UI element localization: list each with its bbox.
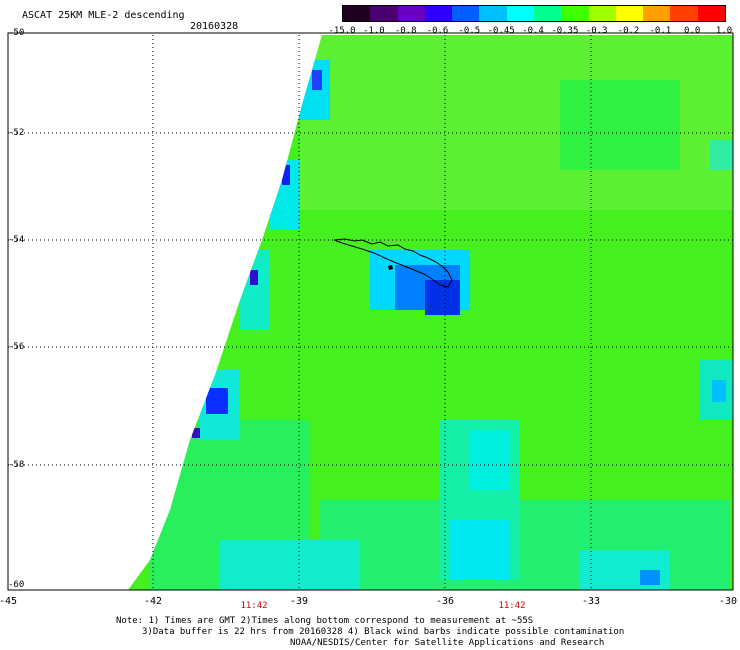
map-date: 20160328	[190, 21, 239, 32]
colorbar-tick-label: -15.0	[328, 26, 356, 36]
lon-label: -42	[143, 596, 163, 607]
lat-label: -56	[8, 342, 25, 352]
note-line-2: 3)Data buffer is 22 hrs from 20160328 4)…	[142, 627, 625, 637]
colorbar-tick-label: -0.3	[585, 26, 608, 36]
colorbar-segment	[615, 6, 644, 21]
map-title: ASCAT 25KM MLE-2 descending	[22, 10, 185, 21]
colorbar-segment	[588, 6, 616, 21]
lat-label: -54	[8, 235, 25, 245]
colorbar-segment	[397, 6, 425, 21]
plot-frame	[7, 32, 734, 591]
colorbar-tick-label: -0.5	[458, 26, 481, 36]
colorbar-tick-label: -0.2	[617, 26, 640, 36]
colorbar-segment	[561, 6, 589, 21]
colorbar-segment	[424, 6, 453, 21]
note-line-3: NOAA/NESDIS/Center for Satellite Applica…	[290, 638, 605, 648]
colorbar-segment	[506, 6, 534, 21]
lat-label: -60	[8, 580, 25, 590]
note-line-1: Note: 1) Times are GMT 2)Times along bot…	[116, 616, 534, 626]
lon-label: -33	[581, 596, 601, 607]
colorbar	[342, 5, 726, 22]
colorbar-tick-label: -0.1	[649, 26, 672, 36]
colorbar-segment	[343, 6, 371, 21]
colorbar-segment	[533, 6, 562, 21]
colorbar-segment	[643, 6, 671, 21]
colorbar-segment	[670, 6, 698, 21]
colorbar-segment	[370, 6, 398, 21]
island-islet	[388, 265, 393, 270]
colorbar-segment	[452, 6, 480, 21]
colorbar-tick-label: 0.0	[684, 26, 701, 36]
colorbar-segment	[697, 6, 725, 21]
time-label: 11:42	[240, 601, 268, 611]
colorbar-tick-label: -1.0	[362, 26, 385, 36]
island-outline	[333, 238, 453, 288]
colorbar-tick-label: -0.6	[426, 26, 449, 36]
lat-label: -50	[8, 28, 25, 38]
lat-label: -58	[8, 460, 25, 470]
colorbar-tick-label: -0.8	[394, 26, 417, 36]
grid-lines	[8, 35, 733, 590]
colorbar-tick-label: 1.0	[715, 26, 733, 36]
lon-label: -39	[289, 596, 309, 607]
lon-label: -36	[435, 596, 455, 607]
time-label: 11:42	[498, 601, 526, 611]
lat-label: -52	[8, 128, 25, 138]
swath-data	[128, 35, 733, 590]
colorbar-tick-label: -0.45	[487, 26, 515, 36]
colorbar-tick-label: -0.35	[551, 26, 579, 36]
lon-label: -45	[0, 596, 18, 607]
colorbar-tick-label: -0.4	[522, 26, 544, 36]
colorbar-segment	[479, 6, 507, 21]
lon-label: -30	[718, 596, 738, 607]
